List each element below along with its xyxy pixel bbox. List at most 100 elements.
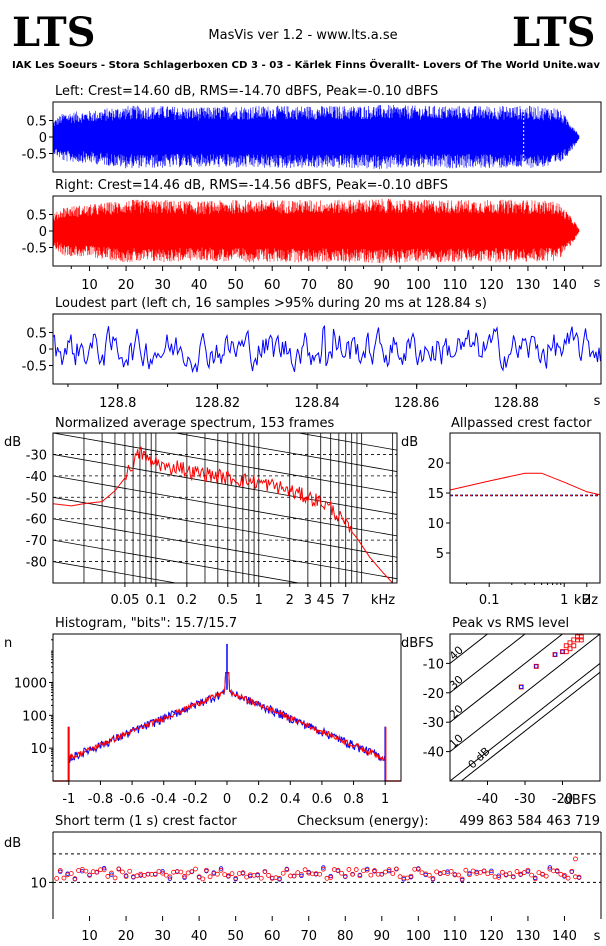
short-term-point-right bbox=[280, 870, 286, 876]
short-term-point-left bbox=[489, 868, 494, 874]
short-term-point-right bbox=[207, 874, 213, 880]
avg_spectrum-xtick-label: 1 bbox=[255, 593, 263, 608]
histogram-xtick-label: 0.8 bbox=[343, 792, 364, 807]
right_waveform-trace bbox=[52, 198, 580, 264]
peak-rms-point bbox=[571, 643, 577, 649]
peak-rms-xunit: dBFS bbox=[564, 793, 597, 808]
histogram-ytick-label: 10 bbox=[30, 742, 47, 757]
spectrum-title: Normalized average spectrum, 153 frames bbox=[55, 416, 334, 431]
allpassed-ylabel: dB bbox=[401, 435, 418, 450]
avg_spectrum-xtick-label: 4 bbox=[317, 593, 325, 608]
histogram-xtick-label: -0.6 bbox=[119, 792, 144, 807]
short-term-point-left bbox=[160, 869, 165, 874]
short-term-point-right bbox=[101, 867, 107, 873]
peak-rms-point-left bbox=[560, 649, 565, 654]
right_waveform-xtick-label: 120 bbox=[479, 278, 504, 293]
short-term-point-right bbox=[554, 868, 560, 874]
spectrum-slope-gridline bbox=[53, 496, 397, 558]
right_waveform-xtick-label: 50 bbox=[227, 278, 244, 293]
loudest_part-xtick-label: 128.84 bbox=[294, 396, 340, 411]
short-term-point-left bbox=[101, 866, 107, 871]
short-term-point-right bbox=[415, 866, 421, 872]
short-term-point-right bbox=[390, 871, 396, 876]
peak-rms-diagonal bbox=[450, 634, 526, 694]
spectrum-slope-gridline bbox=[53, 475, 397, 537]
loudest_part-ytick-label: 0.5 bbox=[26, 327, 47, 342]
short-term-point-right bbox=[496, 874, 502, 880]
peak_vs_rms-xtick-label: -30 bbox=[514, 792, 535, 807]
short-term-point-right bbox=[525, 867, 531, 873]
loudest_part-trace bbox=[52, 325, 601, 374]
short-term-point-right bbox=[200, 876, 206, 882]
short-term-point-right bbox=[426, 872, 432, 878]
short-term-point-right bbox=[258, 875, 264, 881]
short-term-point-right bbox=[291, 873, 297, 879]
short-term-point-right bbox=[328, 875, 334, 880]
short-term-point-right bbox=[57, 868, 63, 873]
short_term_crest-xtick-label: 90 bbox=[374, 929, 391, 944]
avg_spectrum-ytick-label: -40 bbox=[26, 470, 47, 485]
allpassed_crest-ytick-label: 10 bbox=[427, 517, 444, 532]
short-term-point-right bbox=[284, 867, 290, 873]
allpassed_crest-xtick-label: 0.1 bbox=[479, 593, 500, 608]
short-term-point-right bbox=[167, 874, 173, 880]
short-term-point-left bbox=[218, 866, 224, 871]
short_term_crest-xtick-label: 40 bbox=[191, 929, 208, 944]
right-waveform-title: Right: Crest=14.46 dB, RMS=-14.56 dBFS, … bbox=[55, 178, 448, 193]
avg_spectrum: -30 -40 -50 -60 -70 -80 0.05 0.1 0.2 0.5 1 2 3 4 5 7 bbox=[26, 432, 398, 608]
histogram-xtick-label: 0.2 bbox=[248, 792, 269, 807]
allpassed_crest-xtick-label: 2 bbox=[583, 593, 591, 608]
avg_spectrum-ytick-label: -60 bbox=[26, 513, 47, 528]
short_term_crest: 10 10 20 30 40 50 60 70 80 90 100 110 120 130 140 bbox=[30, 831, 602, 944]
peak-rms-point bbox=[552, 652, 558, 658]
short-term-point-right bbox=[514, 869, 520, 874]
loudest_part-ytick-label: -0.5 bbox=[22, 360, 47, 375]
spectrum-xunit: kHz bbox=[371, 593, 395, 608]
short_term_crest-xtick-label: 110 bbox=[442, 929, 467, 944]
short-term-point-right bbox=[350, 871, 355, 877]
right_waveform-xtick-label: 130 bbox=[516, 278, 541, 293]
right_waveform-xtick-label: 60 bbox=[264, 278, 281, 293]
short-term-point-right bbox=[178, 869, 184, 875]
peak-rms-diagonal bbox=[450, 634, 564, 723]
avg_spectrum-xtick-label: 2 bbox=[286, 593, 294, 608]
peak-rms-point bbox=[563, 643, 569, 649]
short-term-point-right bbox=[573, 856, 578, 862]
short_term_crest-ytick-label: 10 bbox=[30, 876, 47, 891]
short-term-point-right bbox=[54, 875, 60, 881]
short-term-point-right bbox=[105, 874, 111, 879]
short-term-point-right bbox=[346, 867, 352, 872]
short-term-point-right bbox=[565, 875, 571, 881]
allpassed_crest-ytick-label: 15 bbox=[427, 487, 444, 502]
short-term-point-right bbox=[255, 872, 260, 878]
histogram-xtick-label: -1 bbox=[62, 792, 75, 807]
peak-rms-point-left bbox=[534, 664, 539, 669]
histogram-title: Histogram, "bits": 15.7/15.7 bbox=[55, 616, 237, 631]
short-term-point-right bbox=[68, 871, 74, 876]
short-term-point-right bbox=[214, 871, 220, 877]
short-term-point-left bbox=[496, 873, 501, 878]
short_term_crest-xtick-label: 20 bbox=[118, 929, 135, 944]
short-term-point-right bbox=[225, 873, 231, 879]
histogram-ytick-label: 1000 bbox=[14, 676, 47, 691]
short-term-point-right bbox=[83, 868, 89, 874]
short-term-point-right bbox=[218, 867, 224, 873]
left_waveform-ytick-label: 0.5 bbox=[26, 115, 47, 130]
short-term-point-right bbox=[299, 872, 304, 877]
avg_spectrum-ytick-label: -80 bbox=[26, 556, 47, 571]
left_waveform-ytick-label: -0.5 bbox=[22, 148, 47, 163]
logo-right: LTS bbox=[512, 9, 596, 56]
short-term-point-right bbox=[507, 871, 513, 876]
allpassed-xunit: kHz bbox=[574, 593, 598, 608]
short-term-point-right bbox=[540, 871, 545, 877]
short-term-point-right bbox=[372, 868, 377, 873]
histogram: 1000 100 10 -1 -0.8 -0.6 -0.4 -0.2 0 0.2 0.4 0.6 0.8… bbox=[14, 633, 402, 807]
avg_spectrum-xtick-label: 5 bbox=[327, 593, 335, 608]
histogram-ylabel: n bbox=[4, 636, 12, 651]
short-term-xunit: s bbox=[594, 929, 601, 944]
short-term-point-right bbox=[536, 870, 542, 875]
histogram-xtick-label: 0.4 bbox=[280, 792, 301, 807]
peak_vs_rms-ytick-label: -10 bbox=[423, 657, 444, 672]
histogram-xtick-label: -0.4 bbox=[151, 792, 176, 807]
short-term-point-right bbox=[459, 876, 465, 882]
